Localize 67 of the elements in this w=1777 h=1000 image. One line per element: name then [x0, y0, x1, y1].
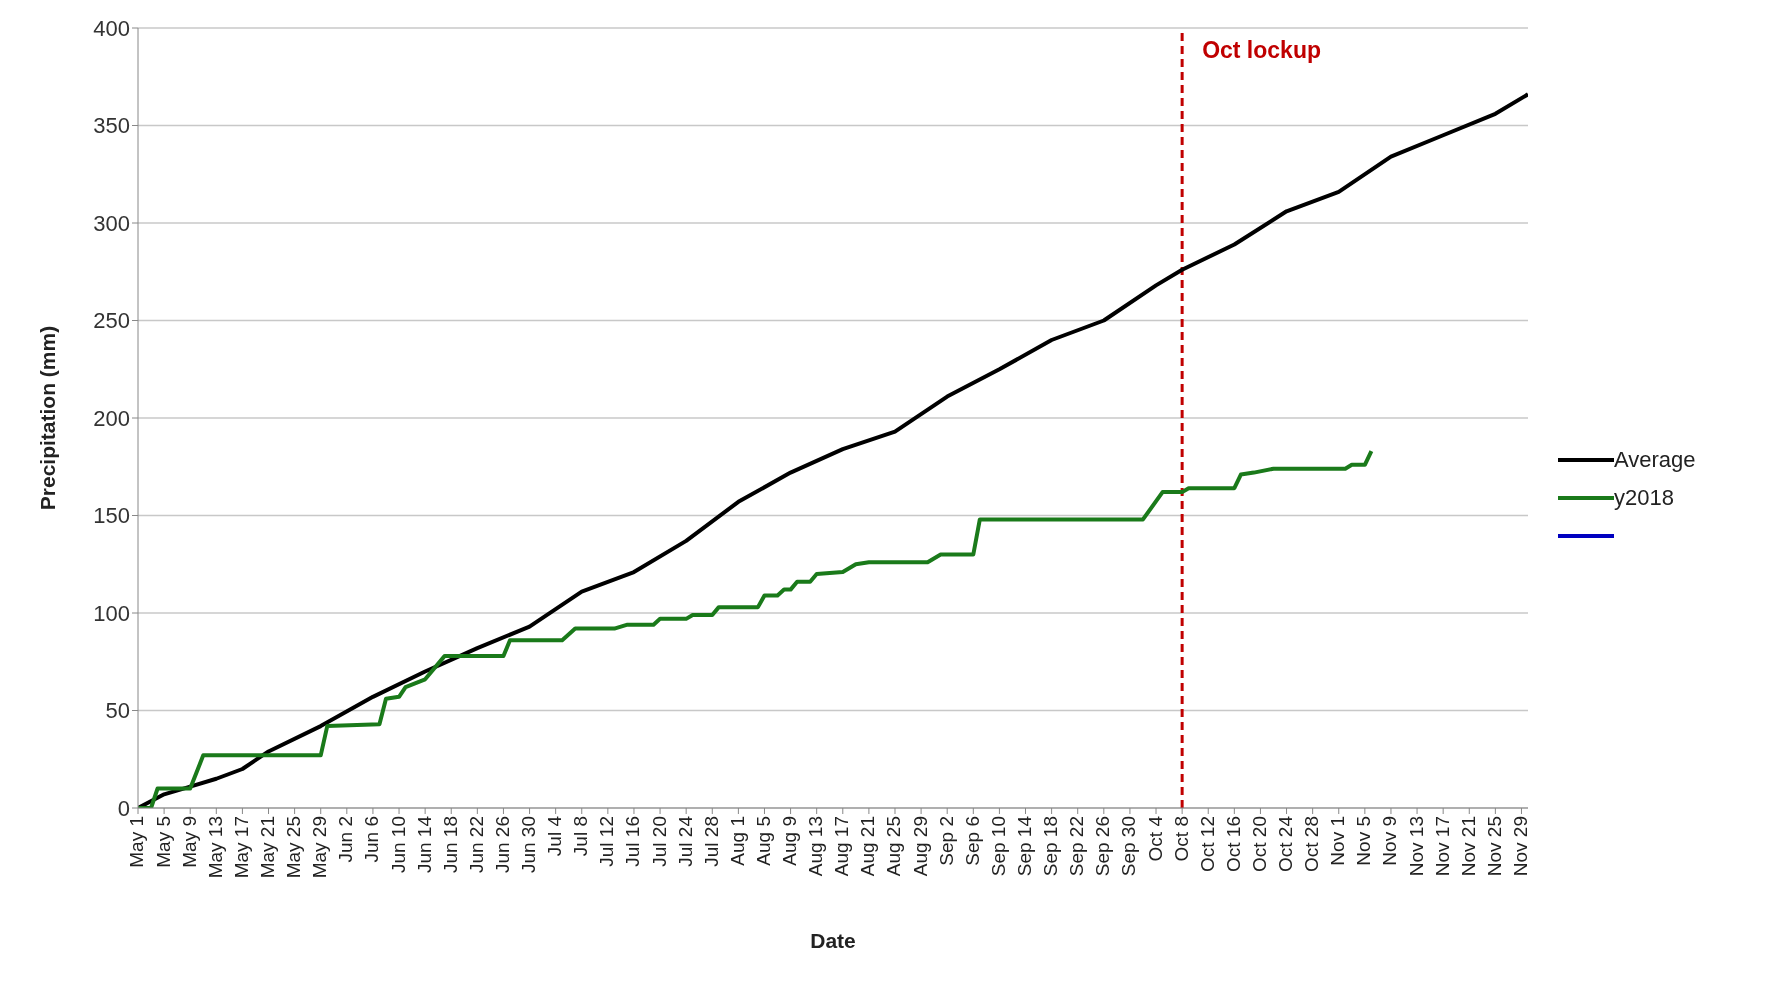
x-tick-label: Sep 2	[935, 816, 957, 866]
y-tick-label: 200	[93, 405, 130, 431]
x-tick-label: May 5	[152, 816, 174, 868]
x-tick-label: Nov 13	[1405, 816, 1427, 877]
x-tick-label: Jun 6	[361, 816, 383, 863]
x-tick-label: Jul 24	[674, 815, 696, 867]
y-tick-label: 300	[93, 210, 130, 236]
x-tick-label: Nov 17	[1431, 816, 1453, 877]
x-tick-label: Sep 30	[1118, 816, 1140, 877]
x-tick-label: Aug 9	[779, 816, 801, 866]
x-tick-label: Sep 10	[987, 816, 1009, 877]
y-axis-title: Precipitation (mm)	[36, 325, 60, 511]
x-tick-label: Aug 1	[726, 816, 748, 866]
x-tick-label: Jun 22	[465, 816, 487, 874]
x-tick-label: May 25	[283, 816, 305, 879]
x-tick-label: Jul 12	[596, 816, 618, 867]
x-tick-label: May 21	[257, 816, 279, 879]
x-tick-label: Nov 1	[1327, 816, 1349, 866]
x-tick-label: Oct 20	[1248, 816, 1270, 872]
x-tick-label: Nov 29	[1509, 816, 1531, 877]
x-tick-label: Nov 25	[1483, 816, 1505, 877]
x-tick-label: Jul 4	[544, 815, 566, 857]
x-tick-label: May 17	[230, 816, 252, 879]
y-tick-label: 250	[93, 308, 130, 334]
y-tick-label: 350	[93, 113, 130, 139]
legend-label: y2018	[1614, 485, 1674, 511]
x-axis-title: Date	[810, 929, 856, 952]
x-tick-label: Jun 14	[413, 815, 435, 874]
x-tick-label: Jul 20	[648, 816, 670, 867]
x-tick-label: Oct 4	[1144, 815, 1166, 862]
x-tick-label: Aug 21	[857, 816, 879, 877]
x-tick-label: Oct 16	[1222, 816, 1244, 872]
x-tick-label: Nov 9	[1379, 816, 1401, 866]
x-tick-label: Jun 30	[518, 816, 540, 874]
x-tick-label: Aug 29	[909, 816, 931, 877]
x-tick-label: Jun 18	[439, 816, 461, 874]
x-tick-label: Aug 25	[883, 816, 905, 877]
x-tick-label: Oct 12	[1196, 816, 1218, 872]
x-tick-label: Oct 24	[1275, 815, 1297, 872]
x-tick-label: Sep 6	[961, 816, 983, 866]
x-tick-label: Jul 16	[622, 816, 644, 867]
x-tick-label: Nov 21	[1457, 816, 1479, 877]
x-tick-label: Aug 13	[805, 816, 827, 877]
y-tick-label: 100	[93, 600, 130, 626]
x-tick-label: Sep 26	[1092, 816, 1114, 877]
x-tick-label: Jul 28	[700, 816, 722, 867]
x-tick-label: May 29	[309, 816, 331, 879]
x-tick-label: May 13	[204, 816, 226, 879]
ref-line-label: Oct lockup	[1202, 37, 1321, 64]
x-tick-label: Jun 26	[491, 816, 513, 874]
y-tick-label: 400	[93, 15, 130, 41]
x-tick-label: Oct 28	[1301, 816, 1323, 872]
x-tick-label: Sep 18	[1040, 816, 1062, 877]
legend-label: Average	[1614, 447, 1696, 473]
x-tick-label: Jul 8	[570, 816, 592, 857]
y-tick-label: 150	[93, 503, 130, 529]
y-tick-label: 50	[105, 698, 130, 724]
x-tick-label: May 9	[178, 816, 200, 868]
x-tick-label: Sep 22	[1066, 816, 1088, 877]
x-tick-label: Nov 5	[1353, 816, 1375, 866]
x-tick-label: Jun 10	[387, 816, 409, 874]
x-tick-label: Aug 17	[831, 816, 853, 877]
line-series	[138, 449, 1374, 808]
x-tick-label: Sep 14	[1014, 815, 1035, 877]
x-tick-label: Oct 8	[1170, 816, 1192, 862]
x-tick-label: Jun 2	[335, 816, 357, 863]
x-tick-label: Aug 5	[752, 816, 774, 866]
